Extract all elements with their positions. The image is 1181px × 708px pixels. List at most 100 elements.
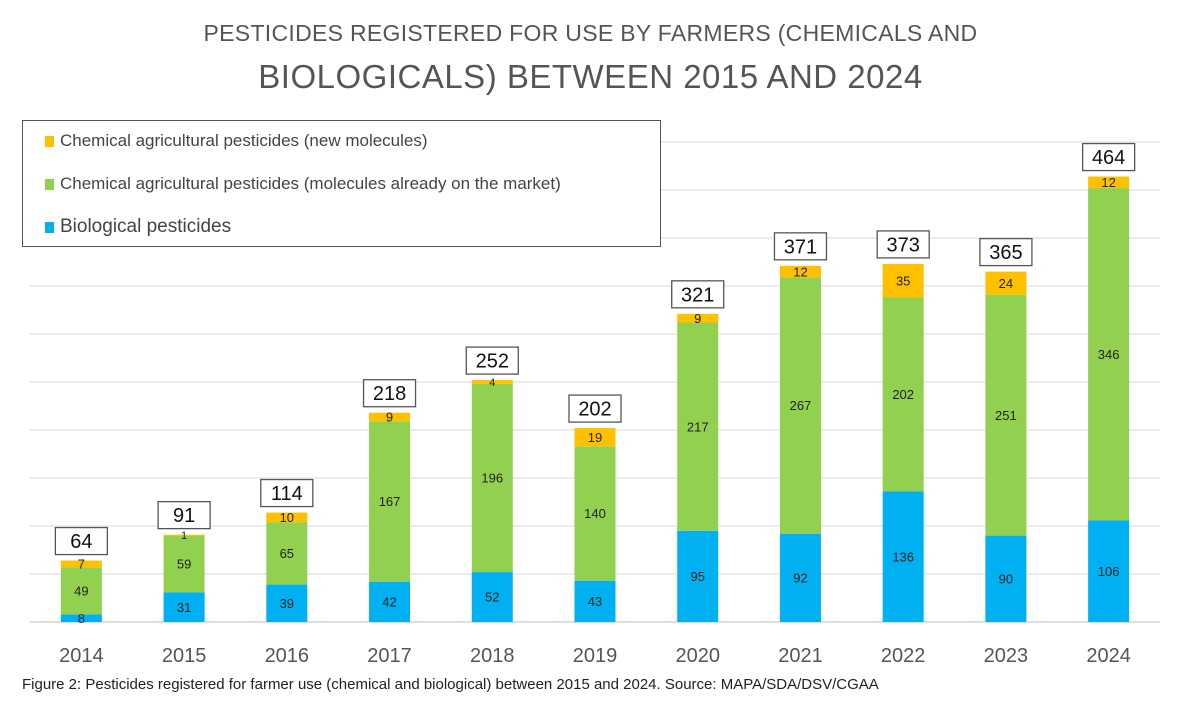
data-label: 7 [78,557,85,572]
total-label-box [1081,142,1136,172]
legend-label-existing-molecules: Chemical agricultural pesticides (molecu… [60,174,561,193]
bar-segment [1088,188,1130,521]
total-label: 252 [476,351,509,373]
x-tick-label: 2015 [162,645,207,667]
total-label: 91 [173,505,195,527]
data-label: 346 [1098,347,1120,362]
chart-title-line1: PESTICIDES REGISTERED FOR USE BY FARMERS… [203,20,978,46]
total-label: 365 [989,242,1022,264]
data-label: 9 [386,410,393,425]
data-label: 136 [892,549,914,564]
data-label: 42 [382,595,396,610]
data-label: 90 [999,571,1013,586]
legend-item-existing-molecules: Chemical agricultural pesticides (molecu… [45,174,561,194]
total-label: 218 [373,383,406,405]
bar-segment [779,533,821,622]
total-label-box [773,232,828,261]
bar-segment [369,421,411,582]
x-tick-label: 2021 [778,645,823,667]
data-label: 31 [177,600,191,615]
x-tick-label: 2024 [1086,645,1131,667]
bar-segment [985,271,1027,295]
data-label: 35 [896,273,910,288]
data-label: 4 [489,377,495,389]
data-label: 43 [588,594,602,609]
bar-segment [574,446,616,581]
total-label: 321 [681,284,714,306]
data-label: 92 [793,571,807,586]
data-label: 202 [892,387,914,402]
bar-segment [266,522,308,585]
total-label-box [362,379,417,408]
data-label: 19 [588,430,602,445]
data-label: 140 [584,506,606,521]
figure-caption: Figure 2: Pesticides registered for farm… [22,676,879,693]
chart-legend: Chemical agricultural pesticides (new mo… [22,120,661,247]
x-tick-label: 2016 [265,645,310,667]
data-label: 106 [1098,564,1120,579]
bar-segment [471,383,513,573]
total-label: 114 [271,483,303,505]
bar-segment [677,530,719,622]
total-label: 202 [578,399,611,421]
legend-swatch-existing-molecules [45,178,54,190]
data-label: 9 [694,311,701,326]
bar-segment [1088,520,1130,622]
x-tick-label: 2019 [573,645,618,667]
legend-item-new-molecules: Chemical agricultural pesticides (new mo… [45,131,428,151]
x-tick-label: 2023 [984,645,1029,667]
total-label-box [54,526,109,556]
bar-segment [266,584,308,622]
data-label: 24 [999,276,1013,291]
total-label-box [568,394,622,423]
bar-segment [677,322,719,531]
bar-segment [779,265,821,278]
total-label-box [465,346,519,375]
total-label-box [979,237,1033,267]
data-label: 52 [485,590,499,605]
bar-segment [882,263,924,298]
data-label: 10 [280,510,294,525]
bar-segment [471,380,513,384]
bar-segment [163,535,205,593]
legend-item-biological: Biological pesticides [45,216,231,238]
data-label: 39 [280,596,294,611]
data-label: 8 [78,611,85,626]
legend-swatch-biological [45,221,54,233]
bar-segment [1088,176,1130,189]
data-label: 12 [793,264,807,279]
data-label: 49 [74,583,88,598]
data-label: 196 [481,471,503,486]
total-label-box [157,500,211,530]
bar-segment [677,313,719,323]
data-label: 65 [280,546,294,561]
bar-segment [163,534,205,536]
x-tick-label: 2014 [59,645,104,667]
legend-swatch-new-molecules [45,135,54,147]
legend-label-new-molecules: Chemical agricultural pesticides (new mo… [60,131,428,150]
total-label: 371 [784,236,817,258]
bar-segment [369,412,411,422]
chart-title-line2: BIOLOGICALS) BETWEEN 2015 AND 2024 [258,58,923,95]
bar-segment [60,614,102,622]
bar-segment [60,560,102,568]
bar-segment [266,512,308,523]
data-label: 167 [379,494,401,509]
total-label: 373 [886,234,919,256]
total-label-box [260,478,314,508]
total-label-box [876,230,930,259]
bar-segment [985,294,1027,536]
data-label: 251 [995,408,1017,423]
total-label: 464 [1092,147,1125,169]
total-label-box [671,280,725,309]
bar-segment [779,277,821,534]
data-label: 12 [1101,175,1115,190]
data-label: 267 [790,398,812,413]
data-label: 59 [177,557,191,572]
x-tick-label: 2017 [367,645,412,667]
bar-segment [574,428,616,447]
bar-segment [60,567,102,615]
bar-segment [882,491,924,622]
data-label: 95 [690,569,704,584]
